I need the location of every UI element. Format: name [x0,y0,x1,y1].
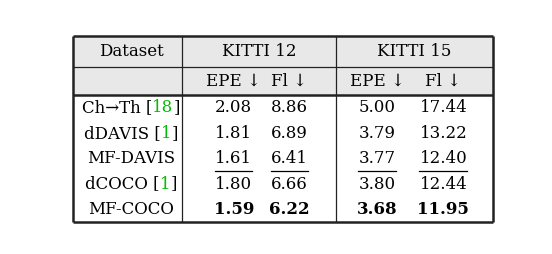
Text: 6.66: 6.66 [271,176,307,193]
Text: KITTI 15: KITTI 15 [377,43,452,60]
Text: KITTI 12: KITTI 12 [222,43,296,60]
Text: 6.41: 6.41 [271,150,308,167]
Text: 1.80: 1.80 [215,176,252,193]
Text: 12.44: 12.44 [420,176,467,193]
Text: 18: 18 [152,99,174,116]
Text: 8.86: 8.86 [271,99,308,116]
Text: 3.68: 3.68 [357,201,397,218]
Text: MF-COCO: MF-COCO [88,201,174,218]
Text: Fl ↓: Fl ↓ [426,72,461,89]
Text: ]: ] [172,125,178,142]
Text: 6.89: 6.89 [271,125,308,142]
Text: 12.40: 12.40 [420,150,467,167]
Text: 13.22: 13.22 [420,125,467,142]
Text: 1.61: 1.61 [215,150,252,167]
Text: 5.00: 5.00 [358,99,396,116]
Text: 1.81: 1.81 [215,125,252,142]
Text: EPE ↓: EPE ↓ [206,72,261,89]
Text: 1.59: 1.59 [214,201,254,218]
Text: Fl ↓: Fl ↓ [272,72,307,89]
Text: 3.80: 3.80 [358,176,396,193]
Text: MF-DAVIS: MF-DAVIS [87,150,175,167]
Text: 1: 1 [160,176,171,193]
Text: dCOCO [: dCOCO [ [85,176,160,193]
Text: EPE ↓: EPE ↓ [349,72,405,89]
Text: Ch→Th [: Ch→Th [ [82,99,152,116]
Text: 3.77: 3.77 [358,150,396,167]
Text: dDAVIS [: dDAVIS [ [84,125,161,142]
Text: 6.22: 6.22 [269,201,310,218]
Text: 17.44: 17.44 [420,99,467,116]
Text: 3.79: 3.79 [358,125,396,142]
Bar [73,36,492,95]
Text: ]: ] [174,99,180,116]
Text: Dataset: Dataset [99,43,163,60]
Text: 2.08: 2.08 [215,99,252,116]
Text: ]: ] [171,176,177,193]
Text: 1: 1 [161,125,172,142]
Text: 11.95: 11.95 [417,201,469,218]
